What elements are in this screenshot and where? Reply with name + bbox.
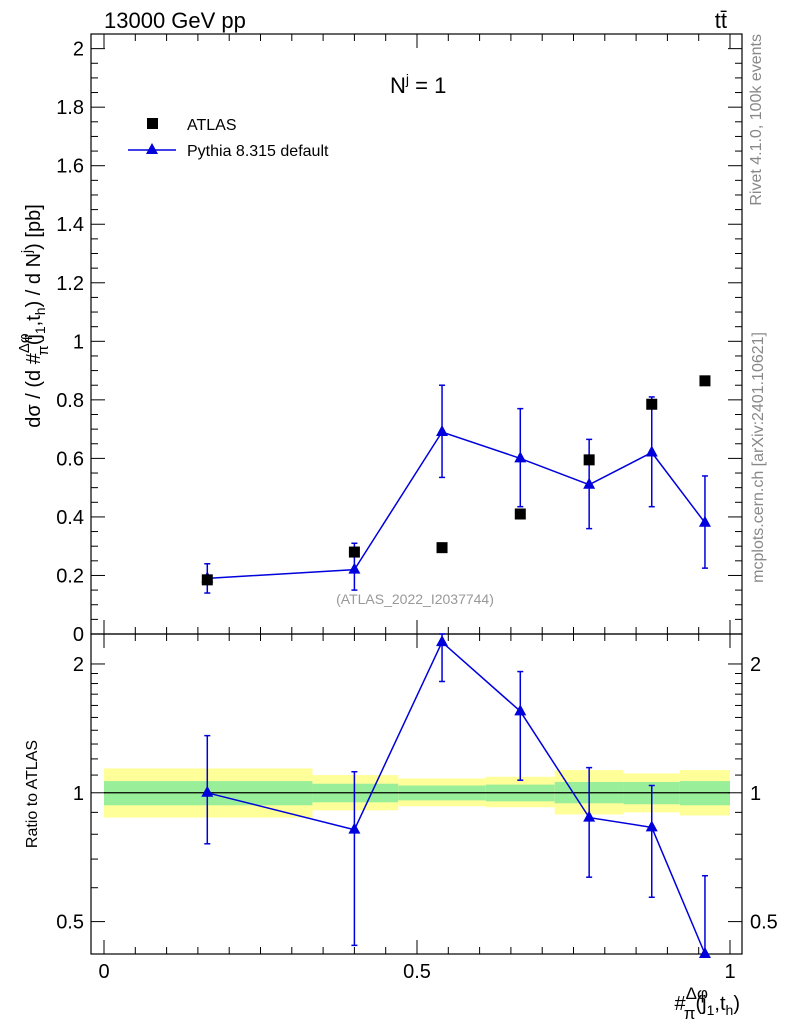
atlas-marker [514, 508, 526, 520]
pythia-marker [514, 451, 527, 463]
header-right: tt̄ [715, 8, 727, 33]
rivet-label: Rivet 4.1.0, 100k events [748, 34, 765, 206]
ratio-y-tick-label: 1 [73, 783, 84, 805]
atlas-marker [201, 574, 213, 586]
main-y-ticks [91, 33, 742, 635]
legend-label-pythia: Pythia 8.315 default [187, 143, 329, 160]
main-y-tick-label: 2 [73, 39, 84, 61]
pythia-error-bars [204, 384, 708, 594]
ratio-y-tick-label-right: 1 [750, 783, 761, 805]
ratio-marker [698, 947, 711, 958]
legend-marker-pythia [146, 143, 158, 154]
ratio-marker [514, 704, 527, 716]
pythia-marker [583, 477, 596, 489]
atlas-marker [348, 546, 360, 558]
ratio-y-tick-label: 0.5 [56, 912, 84, 934]
atlas-markers [201, 375, 711, 586]
ratio-y-tick-label-right: 2 [750, 654, 761, 676]
atlas-marker [646, 398, 658, 410]
svg-text:dσ / (d #Δφπ(j1,th) / d Nj) [p: dσ / (d #Δφ π(j1,th) / d Nj) [pb] [16, 204, 52, 428]
main-y-tick-label: 0 [73, 624, 84, 646]
main-y-tick-label: 0.6 [56, 448, 84, 470]
ratio-marker [201, 785, 214, 797]
header-left: 13000 GeV pp [104, 8, 246, 33]
ratio-marker [583, 810, 596, 822]
x-tick-label: 1 [724, 961, 735, 983]
ratio-marker [645, 820, 658, 832]
x-axis-label: #Δφ π(j1,th) [675, 984, 741, 1023]
ratio-y-tick-label-right: 0.5 [750, 912, 778, 934]
pythia-marker [348, 562, 361, 574]
x-tick-label: 0 [98, 961, 109, 983]
pythia-marker [436, 425, 449, 437]
ratio-markers [201, 635, 711, 958]
atlas-marker [436, 542, 448, 554]
ratio-marker [348, 822, 361, 834]
main-y-label: dσ / (d #Δφ π(j1,th) / d Nj) [pb] [16, 204, 52, 428]
mcplots-label: mcplots.cern.ch [arXiv:2401.10621] [750, 332, 767, 583]
pythia-series-line [207, 431, 706, 580]
ratio-y-ticks [91, 663, 742, 923]
main-y-tick-label: 1.8 [56, 97, 84, 119]
legend: ATLAS Pythia 8.315 default [128, 117, 329, 160]
main-y-tick-label: 0.2 [56, 565, 84, 587]
main-y-tick-labels: 0 0.2 0.4 0.6 0.8 1 1.2 1.4 1.6 1.8 2 [56, 39, 84, 646]
pythia-marker [645, 445, 658, 457]
legend-label-atlas: ATLAS [187, 117, 237, 134]
main-y-tick-label: 1.6 [56, 156, 84, 178]
main-y-tick-label: 1 [73, 331, 84, 353]
main-y-tick-label: 0.4 [56, 507, 84, 529]
legend-marker-atlas [147, 118, 158, 129]
x-tick-labels: 0 0.5 1 [98, 961, 735, 983]
ratio-y-tick-label: 2 [73, 654, 84, 676]
ratio-y-tick-labels: 0.5 0.5 1 1 2 2 [56, 654, 778, 934]
pythia-line [207, 431, 706, 580]
ratio-marker [436, 635, 449, 647]
x-tick-label: 0.5 [403, 961, 431, 983]
main-y-tick-label: 1.4 [56, 214, 84, 236]
main-y-tick-label: 0.8 [56, 390, 84, 412]
pythia-marker [698, 515, 711, 527]
atlas-marker [699, 375, 711, 387]
atlas-marker [583, 454, 595, 466]
panel-title: Nj = 1 [390, 71, 446, 98]
x-ticks [103, 34, 731, 954]
pythia-markers [201, 425, 711, 583]
analysis-watermark: (ATLAS_2022_I2037744) [336, 591, 494, 607]
ratio-y-label: Ratio to ATLAS [24, 740, 41, 848]
main-y-tick-label: 1.2 [56, 273, 84, 295]
